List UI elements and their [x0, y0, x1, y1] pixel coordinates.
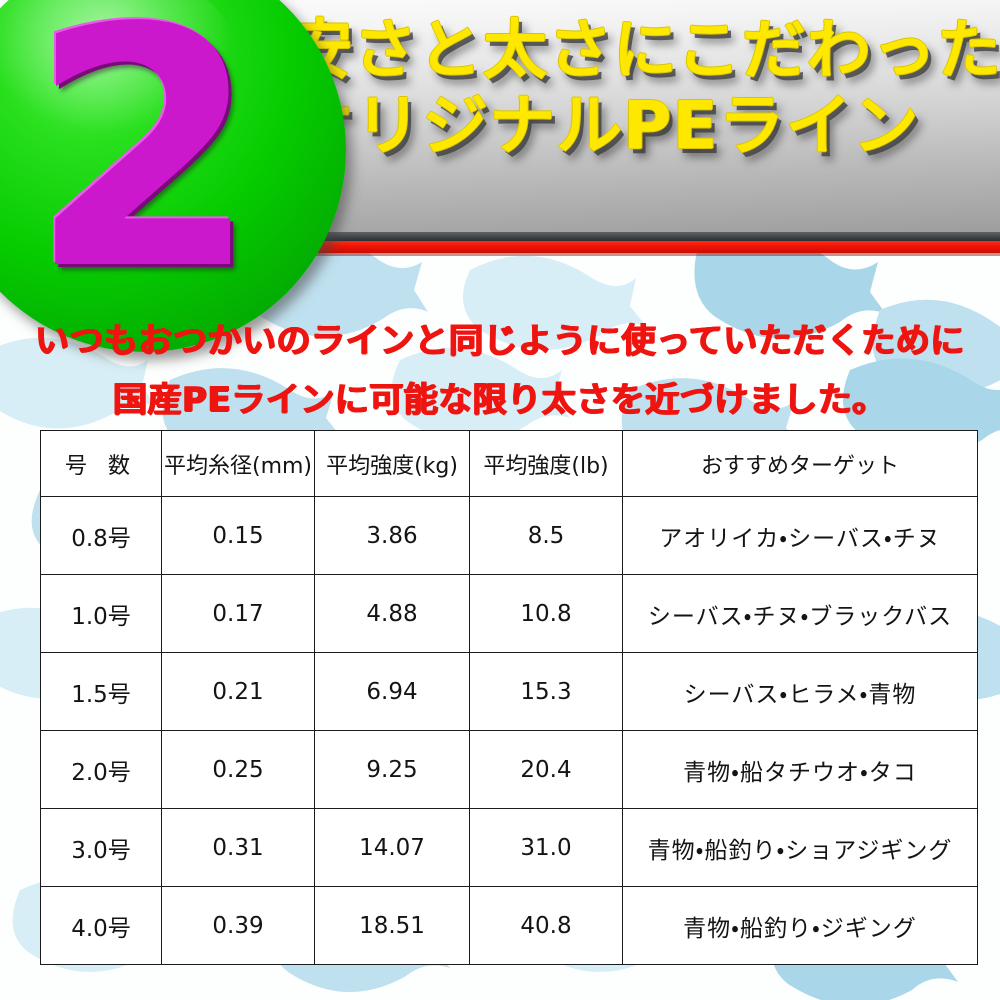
spec-table-wrapper: 号 数 平均糸径(mm) 平均強度(kg) 平均強度(lb) おすすめターゲット…	[40, 430, 978, 965]
cell-strength-kg: 14.07	[314, 808, 470, 887]
cell-target: 青物・船釣り・ショアジギング	[622, 808, 978, 887]
cell-strength-lb: 8.5	[469, 496, 623, 575]
cell-target: シーバス・ヒラメ・青物	[622, 652, 978, 731]
cell-gou: 0.8号	[40, 496, 162, 575]
cell-strength-kg: 3.86	[314, 496, 470, 575]
table-row: 0.8号 0.15 3.86 8.5 アオリイカ・シーバス・チヌ	[40, 496, 978, 575]
cell-strength-lb: 31.0	[469, 808, 623, 887]
cell-strength-lb: 20.4	[469, 730, 623, 809]
step-number-badge: 2	[0, 0, 346, 352]
cell-gou: 4.0号	[40, 886, 162, 965]
cell-target: シーバス・チヌ・ブラックバス	[622, 574, 978, 653]
cell-gou: 1.5号	[40, 652, 162, 731]
headline-block: 安さと太さにこだわった オリジナルPEライン	[288, 14, 1000, 165]
cell-diameter: 0.15	[161, 496, 315, 575]
spec-table: 号 数 平均糸径(mm) 平均強度(kg) 平均強度(lb) おすすめターゲット…	[40, 430, 978, 965]
cell-strength-kg: 9.25	[314, 730, 470, 809]
cell-gou: 3.0号	[40, 808, 162, 887]
cell-gou: 2.0号	[40, 730, 162, 809]
cell-diameter: 0.31	[161, 808, 315, 887]
table-row: 4.0号 0.39 18.51 40.8 青物・船釣り・ジギング	[40, 886, 978, 965]
column-header-gou: 号 数	[40, 430, 162, 497]
headline-line-2: オリジナルPEライン	[288, 87, 920, 165]
table-row: 1.5号 0.21 6.94 15.3 シーバス・ヒラメ・青物	[40, 652, 978, 731]
column-header-strength-kg: 平均強度(kg)	[314, 430, 470, 497]
cell-strength-kg: 18.51	[314, 886, 470, 965]
badge-number: 2	[29, 0, 259, 342]
cell-strength-kg: 6.94	[314, 652, 470, 731]
cell-strength-lb: 10.8	[469, 574, 623, 653]
table-row: 3.0号 0.31 14.07 31.0 青物・船釣り・ショアジギング	[40, 808, 978, 887]
column-header-target: おすすめターゲット	[622, 430, 978, 497]
column-header-diameter: 平均糸径(mm)	[161, 430, 315, 497]
spec-table-head: 号 数 平均糸径(mm) 平均強度(kg) 平均強度(lb) おすすめターゲット	[40, 430, 978, 497]
cell-strength-kg: 4.88	[314, 574, 470, 653]
table-row: 1.0号 0.17 4.88 10.8 シーバス・チヌ・ブラックバス	[40, 574, 978, 653]
cell-diameter: 0.39	[161, 886, 315, 965]
banner-shadow-edge	[0, 232, 1000, 241]
cell-diameter: 0.25	[161, 730, 315, 809]
cell-diameter: 0.21	[161, 652, 315, 731]
cell-gou: 1.0号	[40, 574, 162, 653]
cell-strength-lb: 15.3	[469, 652, 623, 731]
cell-strength-lb: 40.8	[469, 886, 623, 965]
column-header-gou-label: 号 数	[65, 453, 137, 479]
table-row: 2.0号 0.25 9.25 20.4 青物・船タチウオ・タコ	[40, 730, 978, 809]
spec-table-body: 0.8号 0.15 3.86 8.5 アオリイカ・シーバス・チヌ 1.0号 0.…	[40, 496, 978, 965]
spec-table-header-row: 号 数 平均糸径(mm) 平均強度(kg) 平均強度(lb) おすすめターゲット	[40, 430, 978, 497]
cell-target: 青物・船釣り・ジギング	[622, 886, 978, 965]
column-header-strength-lb: 平均強度(lb)	[469, 430, 623, 497]
cell-target: 青物・船タチウオ・タコ	[622, 730, 978, 809]
subtitle-line-1: いつもおつかいのラインと同じように使っていただくために	[35, 321, 965, 361]
cell-target: アオリイカ・シーバス・チヌ	[622, 496, 978, 575]
cell-diameter: 0.17	[161, 574, 315, 653]
headline-line-1: 安さと太さにこだわった	[288, 14, 1000, 88]
red-accent-bar-shadow	[0, 253, 1000, 256]
subtitle-line-2: 国産PEラインに可能な限り太さを近づけました。	[113, 380, 887, 420]
